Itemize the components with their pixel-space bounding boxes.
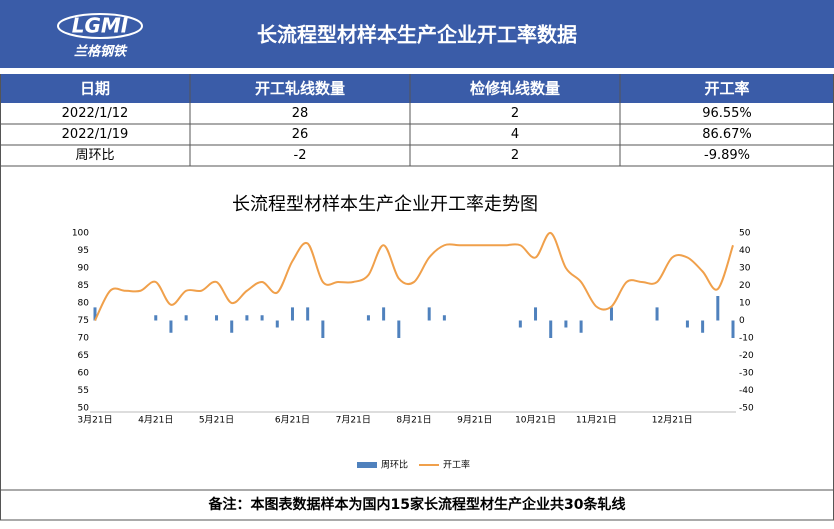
y-tick-label: 100 bbox=[72, 229, 89, 239]
footer: 备注：本图表数据样本为国内15家长流程型材生产企业共30条轧线 bbox=[208, 496, 626, 513]
bar bbox=[685, 320, 689, 328]
header-title: 长流程型材样本生产企业开工率数据 bbox=[257, 23, 577, 47]
logo: LGMI bbox=[72, 14, 129, 38]
bar bbox=[169, 320, 173, 333]
y2-tick-label: -50 bbox=[739, 404, 754, 414]
x-tick-label: 3月21日 bbox=[77, 415, 112, 426]
bar bbox=[184, 315, 188, 321]
y2-tick-label: 20 bbox=[739, 281, 751, 291]
bar bbox=[93, 307, 97, 321]
bar bbox=[701, 320, 705, 333]
x-tick-label: 7月21日 bbox=[336, 415, 371, 426]
bar bbox=[245, 315, 249, 321]
y-tick-label: 95 bbox=[78, 246, 89, 256]
line bbox=[94, 232, 734, 321]
bar bbox=[215, 315, 219, 321]
x-tick-label: 5月21日 bbox=[199, 415, 234, 426]
bar bbox=[260, 315, 264, 321]
x-tick-label: 10月21日 bbox=[515, 415, 556, 426]
x-tick-label: 6月21日 bbox=[275, 415, 310, 426]
column-header: 开工轧线数量 bbox=[255, 80, 345, 98]
bar bbox=[366, 315, 370, 321]
cell: 96.55% bbox=[702, 106, 752, 121]
y-tick-label: 80 bbox=[78, 299, 90, 309]
y2-tick-label: 0 bbox=[739, 316, 745, 326]
bar bbox=[655, 307, 659, 321]
x-tick-label: 12月21日 bbox=[652, 415, 693, 426]
bar bbox=[731, 320, 735, 338]
bar bbox=[154, 315, 158, 321]
x-tick-label: 4月21日 bbox=[138, 415, 173, 426]
y-tick-label: 85 bbox=[78, 281, 89, 291]
y2-tick-label: -30 bbox=[739, 369, 754, 379]
y-tick-label: 60 bbox=[78, 369, 90, 379]
bar bbox=[382, 307, 386, 321]
legend-label: 周环比 bbox=[381, 459, 408, 471]
cell: 28 bbox=[292, 106, 309, 121]
bar bbox=[579, 320, 583, 333]
bar bbox=[321, 320, 325, 338]
cell: -2 bbox=[294, 148, 307, 163]
chart-title: 长流程型材样本生产企业开工率走势图 bbox=[232, 194, 538, 215]
cell: 4 bbox=[511, 127, 519, 142]
bar bbox=[564, 320, 568, 328]
bar bbox=[397, 320, 401, 338]
bar bbox=[290, 307, 294, 321]
bar bbox=[609, 307, 613, 321]
y-tick-label: 55 bbox=[78, 386, 89, 396]
cell: 周环比 bbox=[75, 148, 114, 163]
bar bbox=[427, 307, 431, 321]
x-tick-label: 11月21日 bbox=[576, 415, 617, 426]
x-tick-label: 8月21日 bbox=[396, 415, 431, 426]
cell: 2022/1/12 bbox=[62, 106, 129, 121]
y2-tick-label: 40 bbox=[739, 246, 751, 256]
logo-ring bbox=[57, 13, 143, 39]
y-tick-label: 70 bbox=[78, 334, 90, 344]
bar bbox=[549, 320, 553, 338]
y-tick-label: 65 bbox=[78, 351, 89, 361]
cell: 26 bbox=[292, 127, 309, 142]
logo-sub: 兰格钢铁 bbox=[74, 44, 128, 60]
bar bbox=[534, 307, 538, 321]
cell: 86.67% bbox=[702, 127, 752, 142]
y-tick-label: 90 bbox=[78, 264, 90, 274]
header-bar bbox=[0, 0, 834, 68]
bar bbox=[716, 296, 720, 321]
legend-swatch bbox=[357, 462, 377, 468]
cell: 2022/1/19 bbox=[62, 127, 129, 142]
y2-tick-label: -20 bbox=[739, 351, 754, 361]
bar bbox=[230, 320, 234, 333]
y2-tick-label: -40 bbox=[739, 386, 754, 396]
x-tick-label: 9月21日 bbox=[457, 415, 492, 426]
y2-tick-label: 50 bbox=[739, 229, 751, 239]
y2-tick-label: -10 bbox=[739, 334, 754, 344]
bar bbox=[518, 320, 522, 328]
bar bbox=[275, 320, 279, 328]
column-header: 开工率 bbox=[704, 80, 749, 98]
column-header: 日期 bbox=[80, 80, 110, 98]
bar bbox=[442, 315, 446, 321]
column-header: 检修轧线数量 bbox=[470, 80, 560, 98]
y-tick-label: 75 bbox=[78, 316, 89, 326]
y-tick-label: 50 bbox=[78, 404, 90, 414]
cell: 2 bbox=[511, 106, 519, 121]
bar bbox=[306, 307, 310, 321]
cell: 2 bbox=[511, 148, 519, 163]
y2-tick-label: 30 bbox=[739, 264, 751, 274]
y2-tick-label: 10 bbox=[739, 299, 751, 309]
column-header-bar bbox=[0, 74, 834, 103]
legend-label: 开工率 bbox=[443, 459, 470, 471]
cell: -9.89% bbox=[704, 148, 750, 163]
